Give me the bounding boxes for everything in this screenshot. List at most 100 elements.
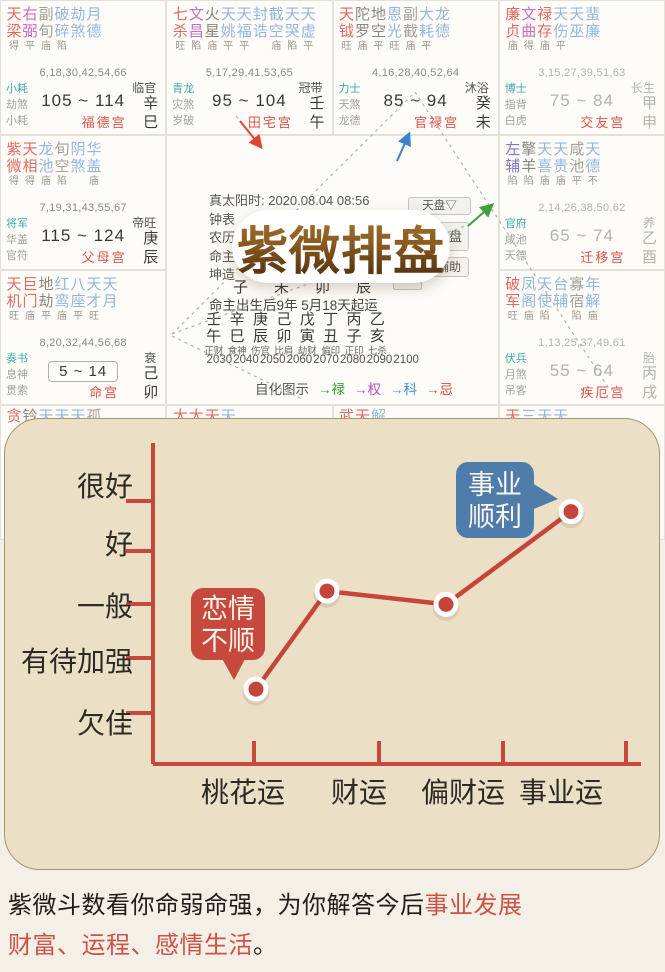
star-column: 华盖庙: [86, 141, 102, 187]
sihua-legend-label: 自化图示: [255, 382, 309, 397]
svg-text:顺利: 顺利: [468, 502, 522, 532]
star-column: 八座平: [70, 276, 86, 322]
star-list: 左辅陷擎羊陷天喜庙天贵庙咸池平天德不: [505, 141, 601, 188]
star-column: 恩光旺: [386, 6, 402, 52]
svg-text:桃花运: 桃花运: [201, 777, 285, 808]
star-column: 巨门庙: [22, 276, 38, 322]
x-axis-labels: 桃花运 财运 偏财运 事业运: [201, 777, 603, 808]
ages-list: 8,20,32,44,56,68: [39, 337, 127, 349]
ten-god: 七杀: [367, 346, 387, 357]
star-list: 七杀旺文昌陷火星庙天姚平天福平封诰截空庙天哭陷天虚平: [172, 6, 316, 53]
palace-name: 交友宫: [580, 115, 626, 130]
line-series: [242, 499, 585, 706]
palace-cell[interactable]: 廉贞庙文曲得禄存庙天伤平天巫蜚廉 3,15,27,39,51,63 博士 指背 白虎 长生…: [498, 0, 665, 135]
ages-list: 7,19,31,43,55,67: [39, 202, 127, 214]
stem-branch-label: 丙戌: [641, 365, 657, 401]
footer-line1-red: 事业发展: [424, 892, 523, 919]
god-label: 小耗: [6, 115, 28, 127]
star-column: 天相得: [22, 141, 38, 187]
dayun-years-row: 2030 2040 2050 2060 2070 2080 2090 2100: [206, 354, 420, 366]
star-column: 擎羊陷: [521, 141, 537, 187]
sihua-item: →权: [354, 382, 381, 397]
palace-name: 命宫: [89, 385, 120, 400]
star-column: 地劫平: [38, 276, 54, 322]
decade-range: 5 ~ 14: [1, 361, 165, 382]
ten-god: 偏印: [321, 346, 341, 357]
ages-list: 3,15,27,39,51,63: [538, 67, 626, 79]
life-stage-label: 衰: [144, 351, 157, 365]
star-column: 天贵庙: [553, 141, 569, 187]
star-column: 天虚平: [300, 6, 316, 52]
star-column: 天梁得: [6, 6, 22, 52]
star-column: 龙德: [434, 6, 450, 40]
star-column: 天哭陷: [284, 6, 300, 52]
star-column: 天伤平: [553, 6, 569, 52]
svg-text:有待加强: 有待加强: [21, 646, 133, 677]
star-column: 阴煞: [70, 141, 86, 175]
star-column: 旬空陷: [54, 141, 70, 187]
footer-line1-black: 紫微斗数看你命弱命强，为你解答今后: [8, 892, 425, 919]
palace-cell[interactable]: 天机旺巨门庙地劫平红鸾庙八座平天才旺天月 8,20,32,44,56,68 奏书 息神…: [0, 270, 167, 405]
star-column: 破军旺: [505, 276, 521, 322]
star-column: 蜚廉: [585, 6, 601, 40]
dayun-year: 2060: [286, 354, 313, 366]
fortune-line-chart: 欠佳 有待加强 一般 好 很好 桃花运 财运 偏财运 事业运 恋情 不顺 事业 顺利: [21, 443, 641, 808]
dayun-year: 2100: [393, 354, 419, 366]
footer-line2-black: 。: [253, 932, 278, 959]
star-column: 左辅陷: [505, 141, 521, 187]
star-list: 天钺旺陀罗庙地空平恩光旺副截庙大耗平龙德: [339, 6, 451, 53]
svg-text:不顺: 不顺: [201, 626, 255, 656]
palace-cell[interactable]: 紫微得天相得龙池庙旬空陷阴煞华盖庙 7,19,31,43,55,67 将军 华盖 官符 帝…: [0, 135, 167, 270]
ten-god: 劫财: [297, 346, 317, 357]
star-column: 封诰: [252, 6, 268, 40]
life-stage-label: 沐浴: [464, 81, 489, 95]
seal-title-text: 紫微排盘: [237, 210, 445, 284]
star-column: 副旬庙: [38, 6, 54, 52]
star-column: 凤阁庙: [521, 276, 537, 322]
star-column: 天德不: [585, 141, 601, 187]
palace-cell[interactable]: 天梁得右弼平副旬庙破碎陷劫煞月德 6,18,30,42,54,66 小耗 劫煞 小耗 临官…: [0, 0, 167, 135]
gods-list: 奏书 息神 贯索: [6, 351, 28, 399]
star-list: 天机旺巨门庙地劫平红鸾庙八座平天才旺天月: [6, 276, 118, 323]
palace-name: 田宅宫: [247, 115, 293, 130]
life-stage-label: 临官: [132, 81, 157, 95]
star-column: 寡宿陷: [569, 276, 585, 322]
palace-cell[interactable]: 左辅陷擎羊陷天喜庙天贵庙咸池平天德不 2,14,26,38,50,62 官府 咸池 天德…: [498, 135, 665, 270]
ages-list: 2,14,26,38,50,62: [538, 202, 626, 214]
star-column: 红鸾庙: [54, 276, 70, 322]
star-column: 大耗平: [418, 6, 434, 52]
ages-list: 5,17,29,41,53,65: [205, 67, 294, 79]
star-list: 破军旺凤阁庙天使陷台辅寡宿陷年解庙: [505, 276, 601, 323]
star-column: 地空平: [370, 6, 386, 52]
stem-branch-label: 甲申: [641, 95, 657, 131]
god-label: 官符: [6, 250, 28, 262]
star-column: 天巫: [569, 6, 585, 40]
info-line: 真太阳时: 2020.08.04 08:56: [209, 193, 370, 208]
footer-text: 紫微斗数看你命弱命强，为你解答今后事业发展 财富、运程、感情生活。: [8, 886, 660, 966]
palace-name: 官禄宫: [414, 115, 460, 130]
life-stage-label: 长生: [630, 81, 655, 95]
callout-career: 事业 顺利: [456, 462, 558, 538]
god-label: 奏书: [6, 353, 28, 365]
star-column: 火星庙: [204, 6, 220, 52]
star-column: 七杀旺: [172, 6, 188, 52]
dayun-year: 2050: [259, 354, 286, 366]
star-column: 紫微得: [6, 141, 22, 187]
svg-text:财运: 财运: [331, 777, 387, 808]
seal-title: 紫微排盘: [232, 210, 450, 283]
palace-name: 疾厄宫: [580, 385, 626, 400]
star-column: 截空庙: [268, 6, 284, 52]
footer-line2-red: 财富、运程、感情生活: [8, 932, 253, 959]
svg-text:事业: 事业: [468, 470, 522, 500]
star-column: 劫煞: [70, 6, 86, 40]
decade-range: 55 ~ 64: [549, 361, 614, 380]
star-column: 右弼平: [22, 6, 38, 52]
star-column: 文昌陷: [188, 6, 204, 52]
svg-text:一般: 一般: [77, 591, 133, 622]
svg-text:很好: 很好: [77, 471, 133, 502]
palace-cell[interactable]: 破军旺凤阁庙天使陷台辅寡宿陷年解庙 1,13,25,37,49,61 伏兵 月煞 吊客胎…: [498, 270, 665, 405]
palace-cell[interactable]: 天钺旺陀罗庙地空平恩光旺副截庙大耗平龙德 4,16,28,40,52,64 力士 天煞…: [332, 0, 499, 135]
palace-cell[interactable]: 七杀旺文昌陷火星庙天姚平天福平封诰截空庙天哭陷天虚平 5,17,29,41,53,…: [166, 0, 333, 135]
decade-range: 105 ~ 114: [41, 91, 126, 110]
